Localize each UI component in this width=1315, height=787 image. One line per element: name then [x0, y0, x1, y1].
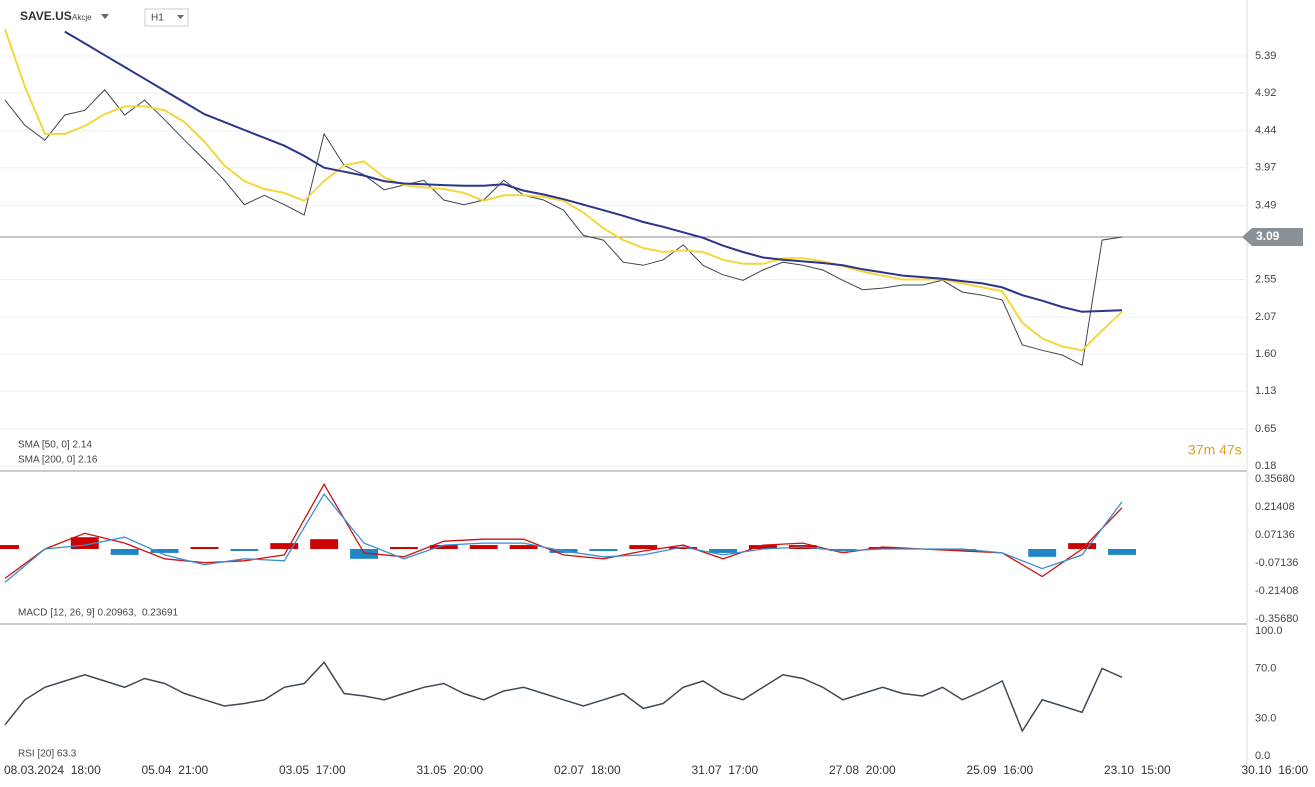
y-tick-label: 1.60	[1255, 348, 1276, 360]
y-tick-label: 0.65	[1255, 423, 1276, 435]
series-line	[64, 30, 1123, 313]
y-tick-label: 0.07136	[1255, 529, 1295, 541]
histogram-bar	[1028, 549, 1057, 557]
dropdown-arrow[interactable]	[101, 14, 109, 19]
y-tick-label: 0.0	[1255, 750, 1270, 762]
x-tick-label: 03.05 17:00	[279, 763, 346, 777]
histogram-bar	[70, 537, 99, 549]
dropdown-arrow[interactable]	[177, 15, 184, 19]
last-price-label: 3.09	[1256, 229, 1280, 243]
asset-type[interactable]: Akcje	[72, 13, 92, 22]
histogram-bar	[509, 545, 538, 549]
series-line	[4, 89, 1123, 367]
y-tick-label: 5.39	[1255, 50, 1276, 62]
x-tick-label: 25.09 16:00	[967, 763, 1034, 777]
y-tick-label: 3.97	[1255, 162, 1276, 174]
series-line	[4, 492, 1123, 583]
histogram-bar	[190, 547, 219, 549]
y-tick-label: 0.18	[1255, 460, 1276, 472]
y-tick-label: -0.07136	[1255, 557, 1298, 569]
histogram-bar	[589, 549, 618, 551]
y-tick-label: -0.35680	[1255, 613, 1298, 625]
last-price-tag	[1242, 227, 1303, 246]
histogram-bar	[0, 545, 19, 549]
symbol[interactable]: SAVE.US	[20, 9, 72, 23]
histogram-bar	[350, 549, 378, 559]
series-line	[4, 661, 1123, 733]
histogram-bar	[310, 539, 339, 549]
histogram-bar	[429, 545, 458, 549]
indicator-label[interactable]: SMA [50, 0] 2.14	[18, 440, 92, 451]
histogram-bar	[669, 547, 698, 549]
y-tick-label: 2.07	[1255, 311, 1276, 323]
y-tick-label: 2.55	[1255, 273, 1276, 285]
histogram-bar	[868, 547, 897, 549]
histogram-bar	[1068, 543, 1097, 549]
histogram-bar	[749, 545, 777, 549]
histogram-bar	[629, 545, 658, 549]
histogram-bar	[1108, 549, 1136, 555]
y-tick-label: 4.92	[1255, 87, 1276, 99]
y-tick-label: 30.0	[1255, 712, 1276, 724]
x-tick-label: 30.10 16:00	[1242, 763, 1309, 777]
timeframe-box[interactable]	[144, 8, 189, 27]
x-tick-label: 27.08 20:00	[829, 763, 896, 777]
x-tick-label: 23.10 15:00	[1104, 763, 1171, 777]
histogram-bar	[150, 549, 179, 553]
y-tick-label: 0.21408	[1255, 501, 1295, 513]
histogram-bar	[469, 545, 498, 549]
x-tick-label: 08.03.2024 18:00	[4, 763, 101, 777]
series-line	[4, 28, 1123, 352]
y-tick-label: 100.0	[1255, 625, 1283, 637]
x-tick-label: 31.07 17:00	[692, 763, 759, 777]
indicator-label[interactable]: RSI [20] 63.3	[18, 749, 77, 760]
histogram-bar	[828, 549, 857, 551]
histogram-bar	[110, 549, 139, 555]
y-tick-label: 70.0	[1255, 662, 1276, 674]
x-tick-label: 02.07 18:00	[554, 763, 621, 777]
y-tick-label: 4.44	[1255, 125, 1276, 137]
histogram-bar	[270, 543, 299, 549]
y-tick-label: -0.21408	[1255, 585, 1298, 597]
countdown-timer: 37m 47s	[1188, 442, 1242, 458]
histogram-bar	[389, 547, 418, 549]
indicator-label[interactable]: SMA [200, 0] 2.16	[18, 455, 98, 466]
timeframe[interactable]: H1	[151, 13, 164, 24]
histogram-bar	[948, 549, 977, 551]
histogram-bar	[709, 549, 738, 553]
histogram-bar	[230, 549, 259, 551]
x-tick-label: 31.05 20:00	[417, 763, 484, 777]
x-tick-label: 05.04 21:00	[142, 763, 209, 777]
y-tick-label: 3.49	[1255, 199, 1276, 211]
y-tick-label: 1.13	[1255, 385, 1276, 397]
y-tick-label: 0.35680	[1255, 473, 1295, 485]
indicator-label[interactable]: MACD [12, 26, 9] 0.20963, 0.23691	[18, 608, 179, 619]
